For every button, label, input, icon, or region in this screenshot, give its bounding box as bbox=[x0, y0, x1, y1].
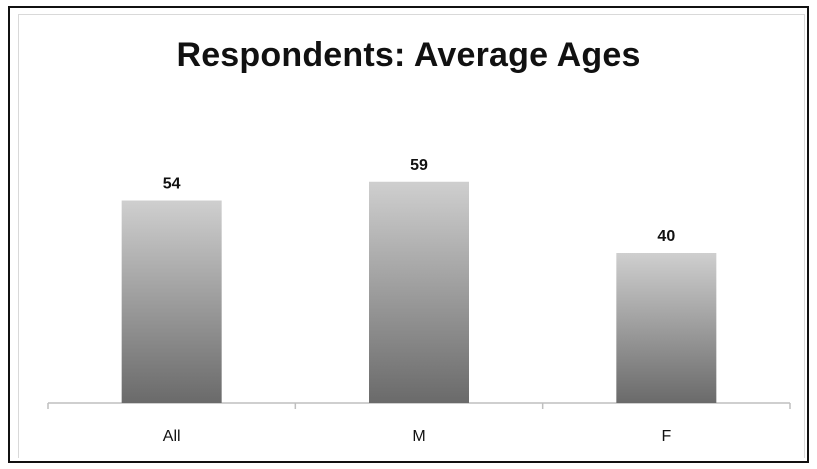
x-tick-label-f: F bbox=[661, 428, 671, 445]
bar-all bbox=[121, 200, 222, 403]
bar-f bbox=[616, 253, 717, 403]
bars bbox=[121, 181, 717, 403]
data-label-f: 40 bbox=[657, 228, 675, 245]
x-tick-label-m: M bbox=[412, 428, 425, 445]
data-label-m: 59 bbox=[410, 157, 428, 174]
chart-title: Respondents: Average Ages bbox=[176, 36, 641, 74]
bar-m bbox=[369, 181, 469, 403]
data-label-all: 54 bbox=[163, 176, 181, 193]
x-tick-labels: All M F bbox=[163, 428, 672, 445]
x-axis bbox=[47, 402, 791, 409]
x-tick-label-all: All bbox=[163, 428, 181, 445]
data-labels: 54 59 40 bbox=[163, 157, 676, 245]
